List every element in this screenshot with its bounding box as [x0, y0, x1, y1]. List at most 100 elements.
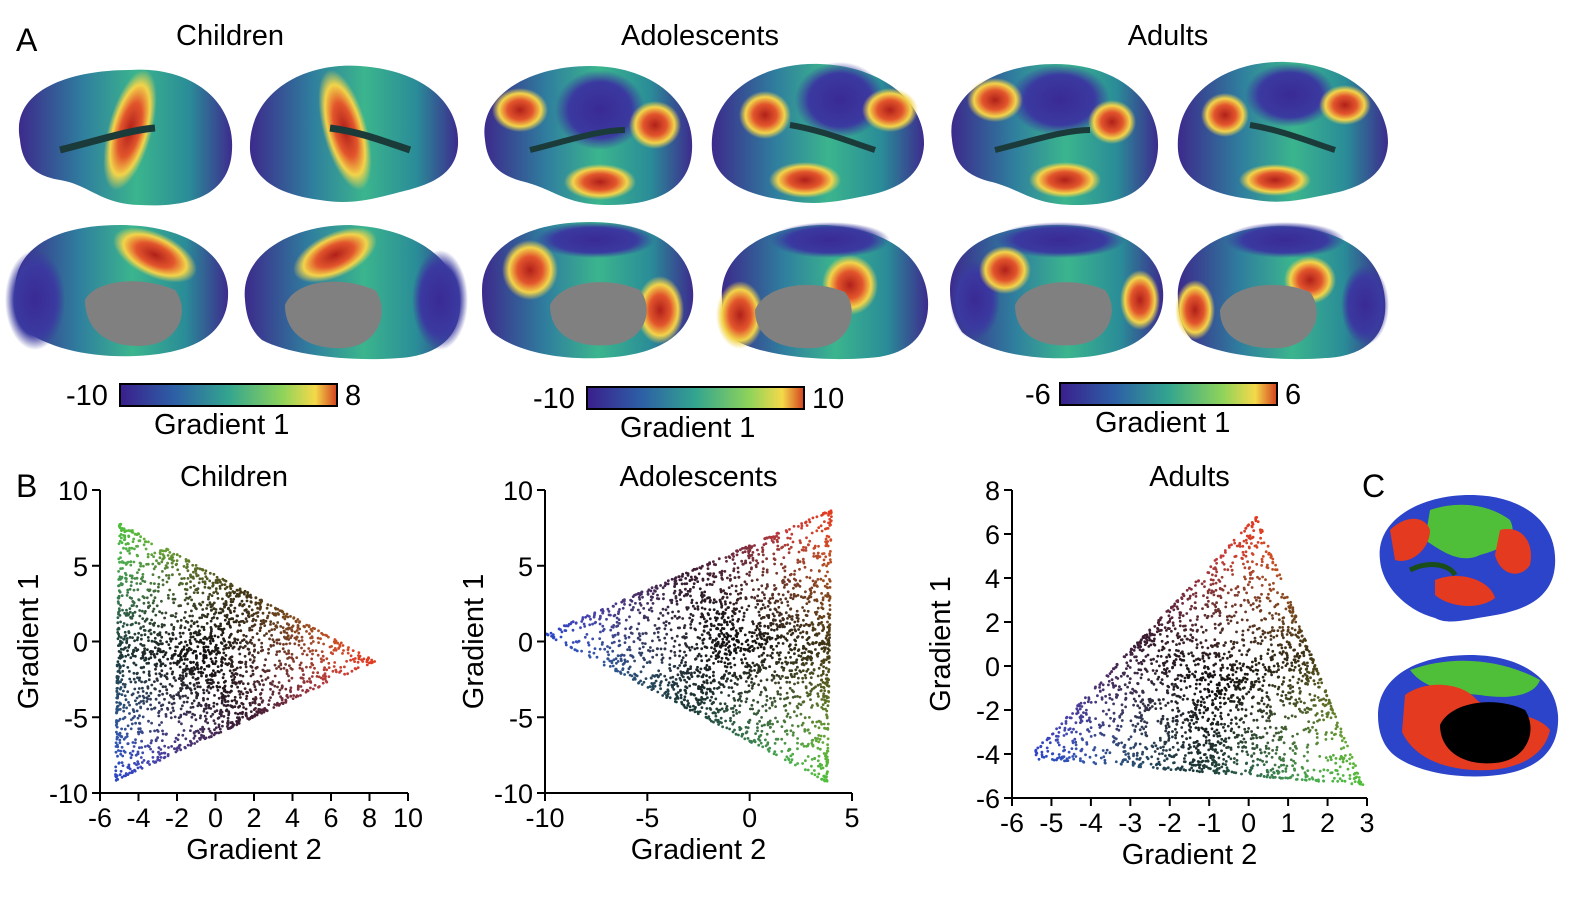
scatter-point — [818, 667, 821, 670]
scatter-point — [232, 598, 235, 601]
scatter-point — [245, 640, 248, 643]
scatter-point — [768, 665, 771, 668]
scatter-point — [163, 698, 166, 701]
scatter-point — [184, 737, 187, 740]
scatter-point — [161, 558, 164, 561]
scatter-point — [144, 610, 147, 613]
scatter-point — [1233, 614, 1236, 617]
scatter-point — [661, 694, 664, 697]
scatter-point — [171, 566, 174, 569]
scatter-point — [227, 717, 230, 720]
scatter-point — [669, 657, 672, 660]
scatter-point — [660, 658, 663, 661]
scatter-point — [678, 575, 681, 578]
scatter-point — [784, 544, 787, 547]
scatter-point — [826, 583, 829, 586]
scatter-title-0: Children — [180, 461, 288, 493]
scatter-point — [552, 637, 555, 640]
scatter-point — [118, 761, 121, 764]
scatter-point — [759, 693, 762, 696]
scatter-point — [712, 674, 715, 677]
scatter-point — [684, 685, 687, 688]
scatter-point — [136, 554, 139, 557]
scatter-point — [211, 594, 214, 597]
scatter-point — [205, 607, 208, 610]
scatter-point — [246, 620, 249, 623]
scatter-point — [744, 691, 747, 694]
scatter-point — [739, 695, 742, 698]
scatter-point — [558, 628, 561, 631]
scatter-point — [709, 617, 712, 620]
scatter-point — [115, 741, 118, 744]
scatter-point — [748, 675, 751, 678]
scatter-point — [739, 692, 742, 695]
scatter-point — [193, 742, 196, 745]
scatter-point — [1285, 728, 1288, 731]
scatter-point — [1105, 701, 1108, 704]
scatter-point — [136, 672, 139, 675]
scatter-point — [790, 669, 793, 672]
scatter-point — [117, 570, 120, 573]
scatter-point — [778, 675, 781, 678]
scatter-point — [649, 661, 652, 664]
scatter-point — [308, 677, 311, 680]
scatter-point — [681, 583, 684, 586]
scatter-point — [777, 681, 780, 684]
scatter-point — [1311, 726, 1314, 729]
scatter-point — [230, 721, 233, 724]
scatter-point — [238, 592, 241, 595]
scatter-point — [132, 708, 135, 711]
scatter-point — [1126, 760, 1129, 763]
scatter-point — [276, 642, 279, 645]
scatter-point — [142, 595, 145, 598]
scatter-point — [792, 541, 795, 544]
scatter-point — [720, 591, 723, 594]
scatter-point — [629, 627, 632, 630]
scatter-point — [745, 680, 748, 683]
scatter-point — [249, 665, 252, 668]
scatter-point — [757, 553, 760, 556]
scatter-point — [246, 594, 249, 597]
scatter-point — [259, 708, 262, 711]
scatter-point — [663, 692, 666, 695]
scatter-point — [1171, 730, 1174, 733]
scatter-point — [202, 689, 205, 692]
scatter-point — [784, 742, 787, 745]
scatter-point — [1213, 730, 1216, 733]
scatter-point — [772, 553, 775, 556]
scatter-point — [220, 664, 223, 667]
scatter-point — [765, 557, 768, 560]
scatter-point — [793, 625, 796, 628]
scatter-point — [150, 722, 153, 725]
scatter-point — [256, 714, 259, 717]
scatter-title-2: Adults — [1149, 461, 1230, 493]
scatter-point — [252, 698, 255, 701]
scatter-point — [712, 692, 715, 695]
scatter-point — [1090, 701, 1093, 704]
scatter-point — [784, 730, 787, 733]
scatter-point — [270, 628, 273, 631]
scatter-point — [303, 643, 306, 646]
scatter-point — [333, 661, 336, 664]
scatter-point — [1227, 592, 1230, 595]
scatter-point — [753, 640, 756, 643]
scatter-point — [666, 688, 669, 691]
scatter-point — [131, 770, 134, 773]
scatter-point — [719, 588, 722, 591]
scatter-point — [1203, 585, 1206, 588]
scatter-point — [141, 767, 144, 770]
scatter-point — [622, 607, 625, 610]
scatter-point — [681, 702, 684, 705]
scatter-point — [275, 653, 278, 656]
scatter-point — [161, 693, 164, 696]
scatter-point — [191, 702, 194, 705]
scatter-point — [694, 706, 697, 709]
scatter-point — [358, 658, 361, 661]
scatter-point — [255, 710, 258, 713]
scatter-point — [819, 738, 822, 741]
scatter-point — [712, 575, 715, 578]
scatter-point — [709, 699, 712, 702]
scatter-point — [758, 614, 761, 617]
scatter-point — [698, 572, 701, 575]
scatter-point — [790, 573, 793, 576]
